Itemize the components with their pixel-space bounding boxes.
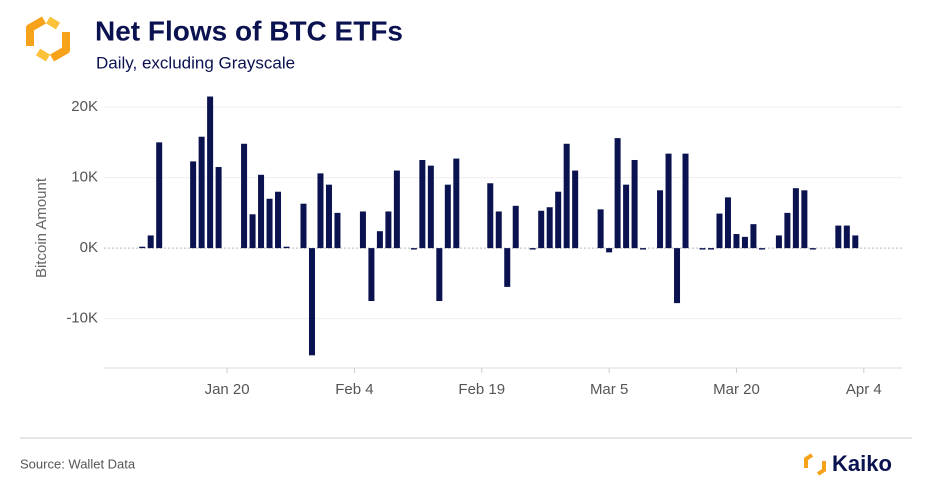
bar	[572, 170, 579, 249]
bar	[300, 203, 307, 249]
y-axis-label: Bitcoin Amount	[33, 177, 50, 278]
bar	[623, 184, 630, 249]
bar	[657, 190, 664, 249]
y-tick-label: 20K	[71, 98, 98, 115]
bar	[444, 184, 451, 249]
bar	[334, 212, 341, 249]
bar	[852, 235, 859, 249]
bar	[376, 231, 383, 249]
bar	[597, 209, 604, 249]
bar	[317, 173, 324, 249]
y-tick-label: 0K	[80, 239, 98, 256]
bar	[665, 153, 672, 249]
bar	[207, 96, 214, 249]
chart-subtitle: Daily, excluding Grayscale	[96, 53, 295, 72]
bar	[427, 165, 434, 249]
bar	[724, 197, 731, 249]
bar	[436, 248, 443, 302]
bar	[792, 188, 799, 249]
bar	[674, 248, 681, 304]
bar	[410, 248, 417, 250]
bar	[843, 225, 850, 249]
bar	[631, 159, 638, 249]
logo	[26, 16, 70, 62]
x-tick-label: Jan 20	[205, 381, 250, 398]
x-tick-label: Mar 20	[713, 381, 760, 398]
bar	[258, 174, 265, 249]
source: Source: Wallet Data	[20, 456, 136, 471]
bar	[504, 248, 511, 287]
bar	[733, 234, 740, 249]
bar	[758, 248, 765, 250]
bar	[249, 214, 256, 249]
bar	[741, 236, 748, 249]
bar	[325, 184, 332, 249]
bar	[368, 248, 375, 302]
bar	[198, 136, 205, 249]
bar	[835, 225, 842, 249]
bar	[139, 246, 146, 249]
bar	[614, 138, 621, 249]
y-tick-label: 10K	[71, 169, 98, 186]
bar	[546, 207, 553, 249]
bar	[640, 248, 647, 250]
bar	[283, 246, 290, 249]
x-tick-label: Mar 5	[590, 381, 628, 398]
bar	[682, 153, 689, 249]
bar	[393, 170, 400, 249]
bar	[699, 248, 706, 250]
bar	[453, 158, 460, 249]
bar	[716, 213, 723, 249]
bar	[385, 211, 392, 249]
bar	[156, 142, 163, 249]
bar	[215, 167, 222, 249]
bar	[538, 210, 545, 249]
bar	[775, 235, 782, 249]
bar	[809, 248, 816, 250]
bar	[606, 248, 613, 253]
bar	[487, 183, 494, 249]
bar	[707, 248, 714, 250]
bar	[555, 191, 562, 249]
bar	[241, 143, 248, 249]
chart-title: Net Flows of BTC ETFs	[95, 15, 403, 46]
bar	[266, 198, 273, 249]
bar	[419, 159, 426, 249]
bar	[275, 191, 282, 249]
bar	[308, 248, 315, 356]
bar	[190, 161, 197, 249]
bar	[512, 205, 519, 249]
x-tick-label: Feb 4	[335, 381, 373, 398]
bar	[495, 211, 502, 249]
bar	[784, 212, 791, 249]
bar	[359, 211, 366, 249]
bar	[563, 143, 570, 249]
bar	[529, 248, 536, 250]
bar	[801, 190, 808, 249]
bar	[147, 235, 154, 249]
brand-logo	[804, 453, 826, 476]
y-tick-label: -10K	[66, 310, 98, 327]
brand: Kaiko	[832, 451, 892, 476]
bar	[750, 224, 757, 249]
x-tick-label: Apr 4	[846, 381, 882, 398]
x-tick-label: Feb 19	[458, 381, 505, 398]
